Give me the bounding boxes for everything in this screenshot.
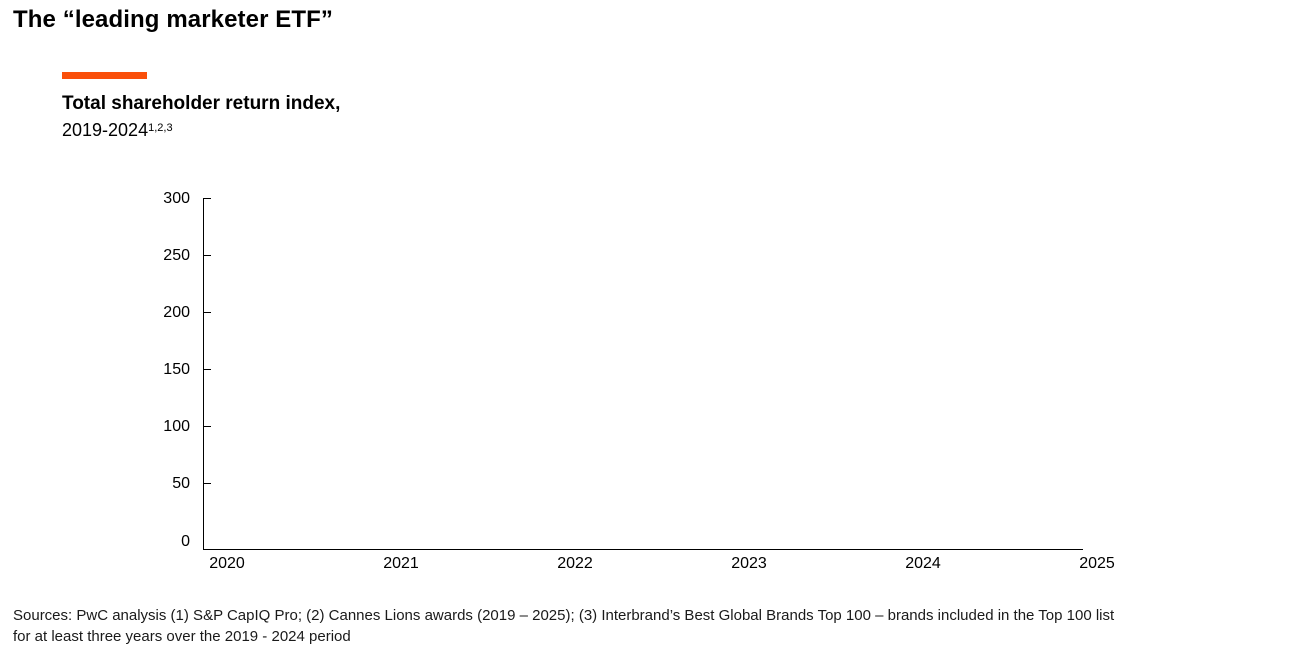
y-axis-label: 200 bbox=[163, 304, 190, 321]
y-axis-tick bbox=[204, 255, 211, 257]
y-axis-tick bbox=[204, 198, 211, 200]
chart-period-text: 2019-2024 bbox=[62, 120, 149, 140]
x-axis-label: 2020 bbox=[209, 555, 245, 572]
chart-subtitle: Total shareholder return index, bbox=[62, 93, 341, 114]
y-axis-tick bbox=[204, 483, 211, 485]
sources-footnote-line2: for at least three years over the 2019 -… bbox=[13, 628, 351, 645]
chart-period: 2019-20241,2,3 bbox=[62, 118, 173, 142]
y-axis-tick bbox=[204, 426, 211, 428]
page-title: The “leading marketer ETF” bbox=[13, 6, 334, 33]
y-axis-label: 100 bbox=[163, 418, 190, 435]
accent-bar bbox=[62, 72, 147, 79]
plot-area bbox=[203, 198, 1083, 550]
sources-footnote-line1: Sources: PwC analysis (1) S&P CapIQ Pro;… bbox=[13, 607, 1115, 624]
x-axis-label: 2022 bbox=[557, 555, 593, 572]
y-axis-tick bbox=[204, 312, 211, 314]
y-axis-label: 0 bbox=[181, 533, 190, 550]
y-axis-label: 150 bbox=[163, 361, 190, 378]
y-axis-label: 50 bbox=[172, 475, 190, 492]
x-axis-label: 2025 bbox=[1079, 555, 1115, 572]
x-axis-label: 2023 bbox=[731, 555, 767, 572]
sources-footnote: Sources: PwC analysis (1) S&P CapIQ Pro;… bbox=[13, 605, 1114, 647]
y-axis-label: 250 bbox=[163, 247, 190, 264]
x-axis-label: 2024 bbox=[905, 555, 941, 572]
y-axis-label: 300 bbox=[163, 190, 190, 207]
x-axis-label: 2021 bbox=[383, 555, 419, 572]
chart-period-footnote-refs: 1,2,3 bbox=[148, 122, 173, 135]
y-axis-tick bbox=[204, 369, 211, 371]
